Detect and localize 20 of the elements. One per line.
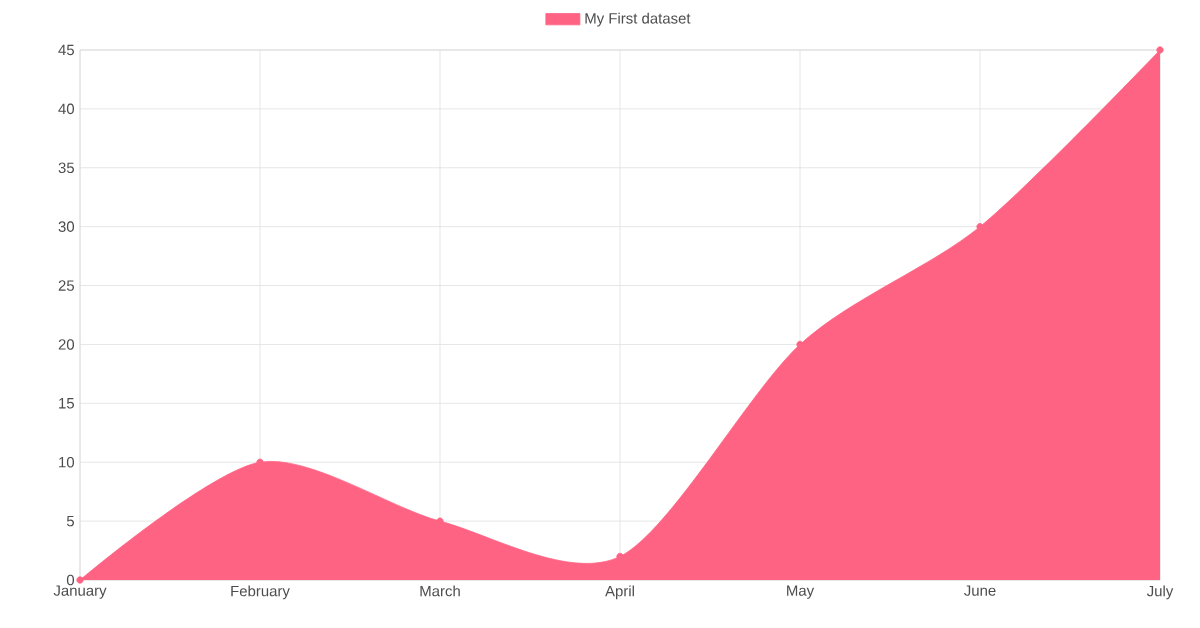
y-tick-label: 5 xyxy=(66,515,74,527)
x-tick-label: February xyxy=(231,585,290,600)
point xyxy=(1156,46,1164,54)
point xyxy=(76,576,84,584)
y-tick-label: 40 xyxy=(58,103,75,115)
x-tick-label: April xyxy=(605,585,634,600)
y-tick-label: 10 xyxy=(59,456,75,468)
x-tick-label: May xyxy=(787,585,815,599)
y-tick-label: 45 xyxy=(58,44,74,56)
legend-label: My First dataset xyxy=(585,12,691,27)
x-tick-label: January xyxy=(53,585,107,599)
x-tick-label: March xyxy=(420,585,460,597)
y-tick-label: 0 xyxy=(66,574,75,586)
y-tick-label: 30 xyxy=(58,221,75,232)
y-tick-label: 25 xyxy=(58,280,74,291)
x-tick-label: June xyxy=(964,585,996,596)
y-tick-label: 35 xyxy=(58,162,74,174)
y-tick-label: 20 xyxy=(58,339,75,350)
y-tick-label: 15 xyxy=(59,398,74,409)
x-tick-label: July xyxy=(1146,585,1174,600)
